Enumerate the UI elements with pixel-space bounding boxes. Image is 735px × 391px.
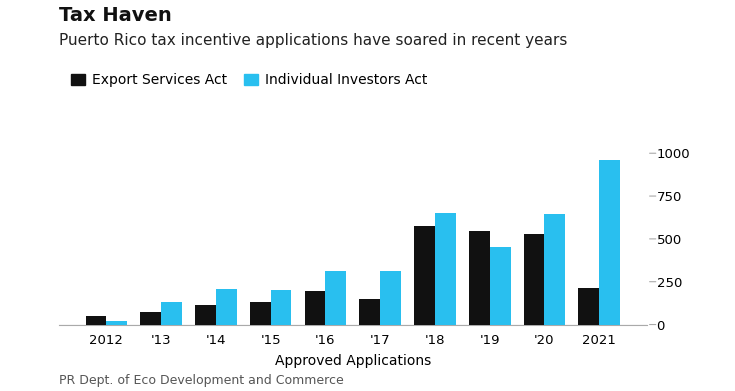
Bar [545,214,565,325]
Bar [161,302,182,325]
Bar [435,213,456,325]
Bar [599,160,620,325]
Bar [469,231,490,325]
Bar [326,271,346,325]
Text: Tax Haven: Tax Haven [59,6,171,25]
Bar [359,299,380,325]
Bar [490,247,511,325]
Bar [523,234,545,325]
Bar [250,302,270,325]
Bar [304,291,326,325]
Bar [578,288,599,325]
X-axis label: Approved Applications: Approved Applications [275,354,431,368]
Bar [414,226,435,325]
Text: Puerto Rico tax incentive applications have soared in recent years: Puerto Rico tax incentive applications h… [59,33,567,48]
Bar [140,312,161,325]
Bar [380,271,401,325]
Text: PR Dept. of Eco Development and Commerce: PR Dept. of Eco Development and Commerce [59,374,343,387]
Legend: Export Services Act, Individual Investors Act: Export Services Act, Individual Investor… [65,68,433,93]
Bar [195,305,216,325]
Bar [85,316,107,325]
Bar [216,289,237,325]
Bar [107,321,127,325]
Bar [270,290,292,325]
